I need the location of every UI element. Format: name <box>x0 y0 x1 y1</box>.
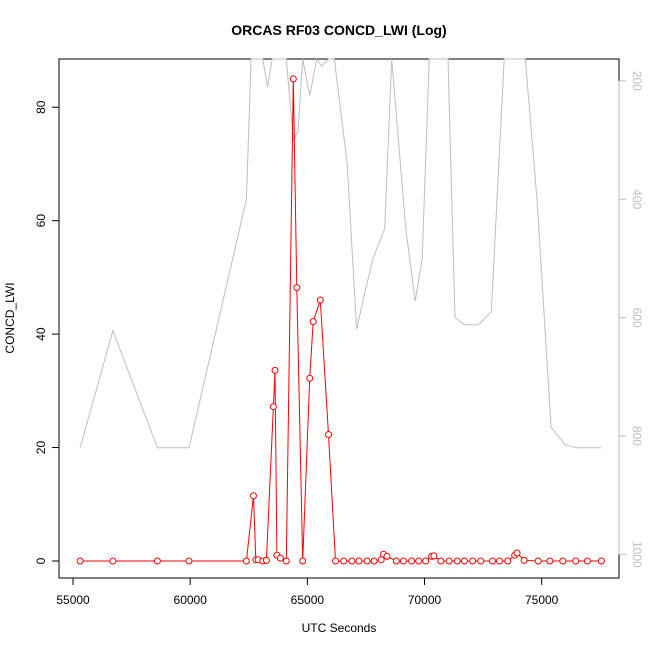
primary-series-layer <box>76 75 605 565</box>
data-point <box>153 557 161 565</box>
y-axis-right: 200 400 600 800 1000 <box>618 71 644 568</box>
data-point <box>392 557 400 565</box>
data-point <box>415 557 423 565</box>
y2-tick-label: 400 <box>630 189 644 209</box>
data-point <box>332 557 339 565</box>
data-point <box>559 557 567 565</box>
x-tick-label: 60000 <box>174 593 208 607</box>
data-point <box>477 557 485 565</box>
y-tick-label: 60 <box>34 214 48 228</box>
data-point <box>383 552 391 560</box>
data-point <box>293 284 301 292</box>
data-point <box>250 492 257 500</box>
y2-tick-label: 200 <box>630 71 644 91</box>
y-tick-label: 20 <box>34 441 48 455</box>
plot-frame <box>58 58 620 579</box>
data-point <box>363 557 371 565</box>
y-tick-label: 0 <box>34 557 48 564</box>
y-tick-label: 80 <box>34 100 48 114</box>
data-point <box>289 75 297 83</box>
x-axis: 55000 60000 65000 70000 75000 <box>56 577 559 607</box>
data-point <box>299 557 307 565</box>
data-point <box>422 557 430 565</box>
data-point <box>282 557 290 565</box>
data-point <box>355 557 363 565</box>
secondary-series-layer <box>79 57 602 449</box>
x-tick-label: 75000 <box>525 593 559 607</box>
data-point <box>306 374 314 382</box>
data-point <box>242 557 250 565</box>
secondary-series-line <box>79 57 602 449</box>
concd-lwi-line <box>80 78 602 562</box>
data-point <box>597 557 605 565</box>
data-point <box>340 557 348 565</box>
y-axis-left: 0 20 40 60 80 <box>34 100 60 564</box>
x-tick-label: 70000 <box>408 593 442 607</box>
data-point <box>269 403 277 411</box>
data-point <box>453 557 461 565</box>
data-point <box>445 557 453 565</box>
x-tick-label: 65000 <box>291 593 325 607</box>
data-point <box>325 431 332 438</box>
data-point <box>271 366 279 374</box>
y2-tick-label: 600 <box>630 308 644 328</box>
y2-tick-label: 800 <box>630 426 644 446</box>
data-point <box>513 549 521 557</box>
data-point <box>309 318 317 326</box>
data-point <box>399 557 407 565</box>
data-point <box>520 556 528 564</box>
data-point <box>76 557 84 565</box>
data-point <box>348 557 356 565</box>
data-point <box>430 552 438 560</box>
data-point <box>489 557 496 565</box>
data-point <box>370 557 378 565</box>
x-tick-label: 55000 <box>56 593 90 607</box>
data-point <box>408 557 416 565</box>
data-point <box>496 557 503 565</box>
x-axis-label: UTC Seconds <box>302 621 377 635</box>
y-tick-label: 40 <box>34 327 48 341</box>
chart-title: ORCAS RF03 CONCD_LWI (Log) <box>231 22 446 38</box>
data-point <box>504 557 512 565</box>
data-point <box>534 557 542 565</box>
data-point <box>546 557 554 565</box>
data-point <box>109 557 117 565</box>
data-point <box>316 296 324 304</box>
data-point <box>377 556 385 564</box>
data-point <box>437 557 445 565</box>
data-point <box>276 554 284 562</box>
data-point <box>572 557 580 565</box>
data-point <box>583 557 591 565</box>
data-point <box>469 557 477 565</box>
data-point <box>460 557 468 565</box>
y-axis-label: CONCD_LWI <box>3 282 17 353</box>
data-point <box>262 556 270 564</box>
y2-tick-label: 1000 <box>630 541 644 568</box>
data-point <box>185 557 193 565</box>
